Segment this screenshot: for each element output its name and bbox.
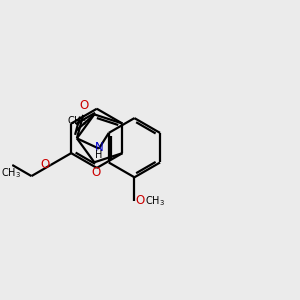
Text: N: N (94, 141, 103, 154)
Text: CH$_3$: CH$_3$ (145, 194, 165, 208)
Text: CH$_3$: CH$_3$ (1, 166, 21, 180)
Text: CH$_3$: CH$_3$ (67, 114, 87, 128)
Text: O: O (80, 99, 89, 112)
Text: O: O (135, 194, 145, 208)
Text: O: O (40, 158, 50, 171)
Text: O: O (92, 166, 101, 179)
Text: H: H (95, 150, 103, 160)
